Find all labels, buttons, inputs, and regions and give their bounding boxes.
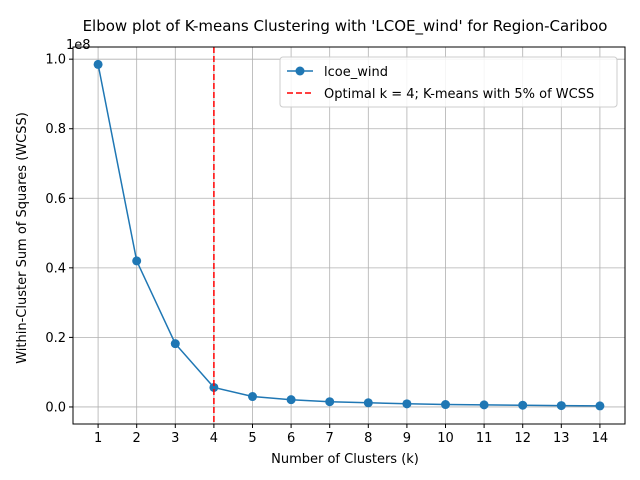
- x-axis-label: Number of Clusters (k): [271, 452, 419, 467]
- y-offset-label: 1e8: [66, 38, 91, 53]
- x-tick-label: 3: [171, 431, 179, 446]
- legend-label-lcoe: lcoe_wind: [324, 65, 388, 80]
- x-tick-label: 11: [476, 431, 493, 446]
- data-point: [170, 339, 180, 349]
- data-point: [325, 397, 335, 407]
- data-point: [363, 398, 373, 408]
- y-tick-label: 0.4: [45, 261, 66, 276]
- ticks: 1 2 3 4 5 6 7 8 9 10 11 12 13 140.00.20.40.60.81.0: [45, 53, 608, 446]
- x-tick-label: 4: [210, 431, 218, 446]
- y-tick-label: 0.2: [45, 331, 66, 346]
- legend-marker-lcoe: [295, 66, 305, 76]
- y-tick-label: 0.8: [45, 122, 66, 137]
- series-line-lcoe-wind: [97, 64, 600, 407]
- data-point: [441, 400, 451, 410]
- x-tick-label: 13: [553, 431, 570, 446]
- plot-frame: [72, 46, 626, 425]
- data-layer: [93, 47, 605, 424]
- data-point: [402, 399, 412, 409]
- x-tick-label: 10: [437, 431, 454, 446]
- x-tick-label: 5: [248, 431, 256, 446]
- data-point: [595, 401, 605, 411]
- x-tick-label: 6: [287, 431, 295, 446]
- legend: lcoe_wind Optimal k = 4; K-means with 5%…: [279, 56, 618, 108]
- x-tick-label: 7: [326, 431, 334, 446]
- x-tick-label: 14: [592, 431, 609, 446]
- y-tick-label: 1.0: [45, 53, 66, 68]
- chart-title: Elbow plot of K-means Clustering with 'L…: [83, 17, 608, 36]
- data-point: [132, 256, 142, 266]
- x-tick-label: 2: [133, 431, 141, 446]
- x-tick-label: 1: [94, 431, 102, 446]
- y-axis-label: Within-Cluster Sum of Squares (WCSS): [15, 112, 30, 364]
- data-point: [247, 392, 257, 402]
- x-tick-label: 9: [403, 431, 411, 446]
- legend-box: [279, 56, 618, 108]
- x-tick-label: 8: [364, 431, 372, 446]
- data-point: [93, 59, 103, 69]
- y-tick-label: 0.6: [45, 192, 66, 207]
- data-point: [479, 400, 489, 410]
- data-point: [286, 395, 296, 405]
- x-tick-label: 12: [514, 431, 531, 446]
- y-tick-label: 0.0: [45, 400, 66, 415]
- data-point: [556, 401, 566, 411]
- legend-label-optimal: Optimal k = 4; K-means with 5% of WCSS: [324, 87, 594, 102]
- data-point: [518, 400, 528, 410]
- grid: [73, 47, 625, 424]
- data-point: [209, 382, 219, 392]
